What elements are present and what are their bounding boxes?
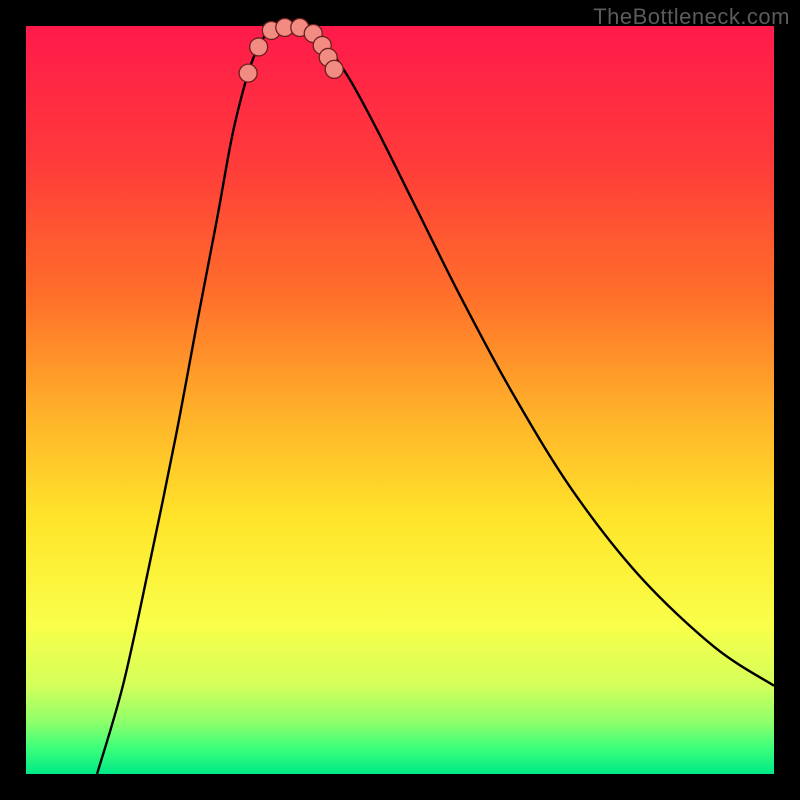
bottleneck-chart <box>0 0 800 800</box>
chart-background <box>26 26 774 774</box>
chart-frame: TheBottleneck.com <box>0 0 800 800</box>
watermark-text: TheBottleneck.com <box>593 4 790 30</box>
data-marker <box>250 38 268 56</box>
data-marker <box>325 60 343 78</box>
data-marker <box>239 64 257 82</box>
